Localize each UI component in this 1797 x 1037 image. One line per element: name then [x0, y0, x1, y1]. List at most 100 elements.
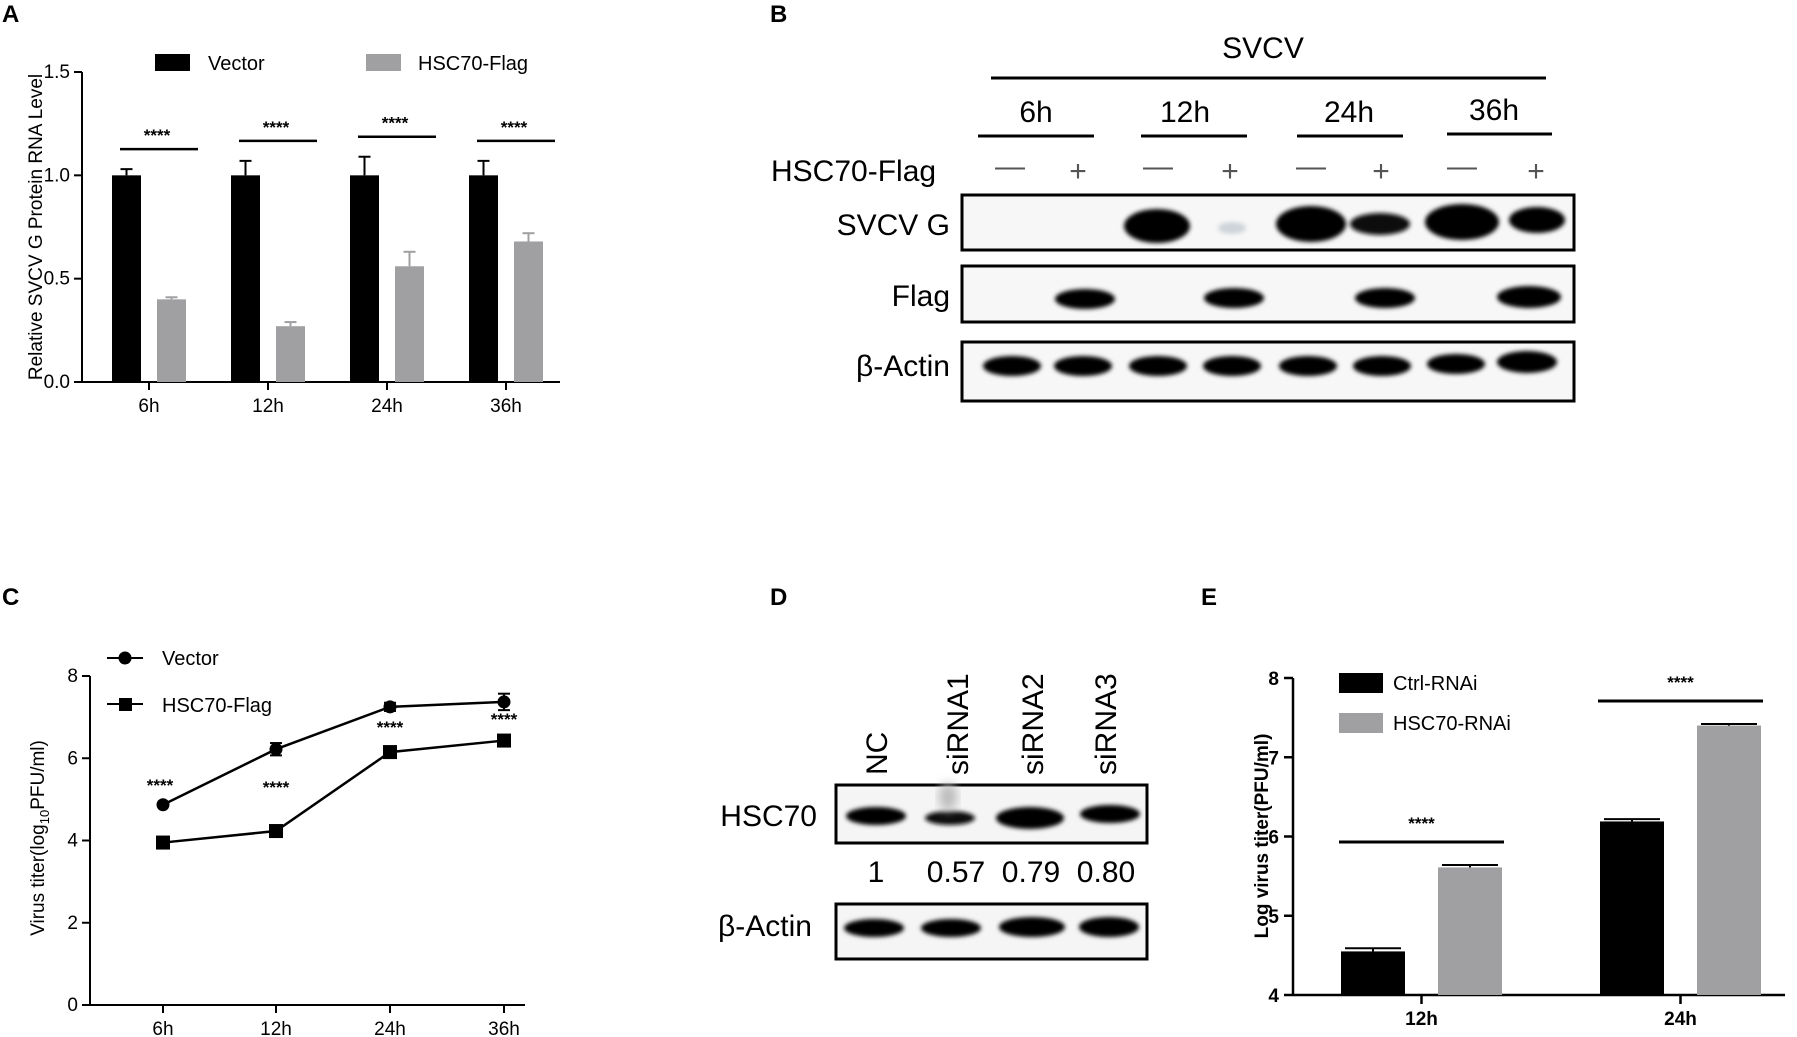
bands-hsc70 — [846, 805, 1140, 829]
ratio-sirna2: 0.79 — [1002, 856, 1060, 889]
band-hsc70-sirna1 — [925, 811, 975, 825]
band-svcv-g-24h-minus — [1276, 206, 1346, 242]
sig-label-a-3: **** — [501, 118, 528, 137]
y-tick-label-e-2: 6 — [1268, 828, 1279, 849]
panel-label-d: D — [770, 584, 787, 611]
band-actin-d-sirna2 — [999, 917, 1065, 937]
y-axis-label-c-tail: PFU/ml) — [28, 740, 49, 810]
timepoint-36h: 36h — [1469, 94, 1519, 127]
chart-c: Virus titer(log10PFU/ml) Vector HSC70-Fl… — [28, 648, 525, 1037]
y-axis-label-c: Virus titer(log10PFU/ml) — [28, 740, 52, 936]
sig-label-a-1: **** — [263, 118, 290, 137]
row-label-actin-d: β-Actin — [718, 910, 812, 943]
lane-label-nc: NC — [861, 732, 894, 775]
y-tick-label-a-0: 0.0 — [44, 372, 70, 393]
timepoint-6h: 6h — [1019, 96, 1052, 129]
minus-12h: — — [1143, 150, 1173, 183]
legend-label-vector-a: Vector — [208, 53, 265, 75]
bar-a-1-3 — [514, 241, 543, 382]
y-tick-label-e-4: 8 — [1268, 669, 1279, 690]
chart-a: Relative SVCV G Protein RNA Level Vector… — [26, 53, 560, 417]
lane-label-sirna1: siRNA1 — [942, 673, 975, 775]
band-actin-b-8 — [1497, 351, 1557, 373]
band-actin-b-1 — [983, 356, 1041, 376]
x-tick-label-a-3: 36h — [490, 396, 522, 417]
minus-24h: — — [1296, 150, 1326, 183]
legend-swatch-ctrl-e — [1339, 673, 1383, 693]
legend-label-hsc70-c: HSC70-Flag — [162, 695, 272, 717]
series-line-c-1 — [162, 739, 505, 844]
point-c-1-2 — [383, 745, 397, 760]
band-hsc70-sirna2 — [996, 807, 1064, 829]
x-tick-label-a-0: 6h — [138, 396, 159, 417]
lane-label-sirna3: siRNA3 — [1090, 673, 1123, 775]
ratio-sirna1: 0.57 — [927, 856, 985, 889]
band-actin-d-sirna1 — [921, 919, 981, 937]
row-label-hsc70: HSC70 — [720, 800, 817, 833]
bar-e-0-0 — [1341, 951, 1405, 995]
row-label-flag: Flag — [892, 280, 950, 313]
bands-actin-b — [983, 351, 1557, 376]
x-tick-label-c-3: 36h — [488, 1019, 520, 1037]
band-flag-6h-plus — [1055, 289, 1115, 309]
y-axis-label-e: Log virus titer(PFU/ml) — [1252, 734, 1273, 939]
svcv-header: SVCV — [1222, 32, 1304, 65]
plus-36h: + — [1527, 155, 1545, 188]
sig-label-a-0: **** — [144, 126, 171, 145]
band-hsc70-nc — [846, 807, 906, 825]
band-flag-36h-plus — [1497, 286, 1561, 308]
band-actin-b-3 — [1129, 356, 1187, 376]
band-actin-d-nc — [844, 919, 904, 937]
bands-flag — [1055, 286, 1561, 309]
sig-label-c-3: **** — [491, 710, 518, 729]
band-flag-12h-plus — [1204, 288, 1264, 308]
bar-e-1-1 — [1697, 725, 1761, 995]
smear-hsc70-sirna1 — [939, 783, 957, 811]
row-label-actin-b: β-Actin — [856, 350, 950, 383]
y-tick-label-c-4: 8 — [67, 666, 78, 687]
timepoint-24h: 24h — [1324, 96, 1374, 129]
sig-label-c-1: **** — [263, 778, 290, 797]
legend-swatch-hsc70-e — [1339, 713, 1383, 733]
western-blot-d: NC siRNA1 siRNA2 siRNA3 HSC70 1 0.57 0.7… — [718, 673, 1149, 961]
lane-label-sirna2: siRNA2 — [1017, 673, 1050, 775]
band-flag-24h-plus — [1355, 288, 1415, 308]
panel-label-e: E — [1201, 584, 1217, 611]
bar-a-0-1 — [231, 175, 260, 382]
y-tick-label-e-1: 5 — [1268, 907, 1279, 928]
x-tick-label-a-1: 12h — [252, 396, 284, 417]
point-c-1-1 — [269, 824, 283, 839]
band-actin-b-7 — [1427, 354, 1485, 374]
band-actin-b-2 — [1054, 356, 1112, 376]
y-tick-label-e-0: 4 — [1268, 986, 1279, 1007]
series-line-c-0 — [162, 700, 505, 806]
plus-6h: + — [1069, 155, 1087, 188]
legend-swatch-vector-a — [155, 54, 190, 71]
western-blot-b: SVCV 6h 12h 24h 36h HSC70-Flag — + — + —… — [771, 32, 1576, 403]
y-axis-label-a: Relative SVCV G Protein RNA Level — [26, 74, 47, 380]
bar-a-1-1 — [276, 326, 305, 382]
y-tick-label-c-0: 0 — [67, 995, 78, 1016]
sig-label-c-0: **** — [147, 776, 174, 795]
point-c-1-0 — [156, 835, 170, 850]
plus-24h: + — [1372, 155, 1390, 188]
band-actin-b-4 — [1203, 356, 1261, 376]
minus-6h: — — [995, 150, 1025, 183]
point-c-0-2 — [383, 700, 397, 714]
blot-strip-flag — [960, 264, 1576, 324]
legend-swatch-hsc70-a — [366, 54, 401, 71]
x-tick-label-e-0: 12h — [1405, 1009, 1438, 1030]
bar-e-1-0 — [1438, 867, 1502, 995]
plus-12h: + — [1221, 155, 1239, 188]
panel-label-a: A — [2, 1, 19, 28]
point-c-0-3 — [497, 695, 511, 709]
x-tick-label-c-0: 6h — [152, 1019, 173, 1037]
bar-a-0-2 — [350, 175, 379, 382]
y-tick-label-c-2: 4 — [67, 831, 78, 852]
band-svcv-g-36h-minus — [1425, 204, 1499, 240]
band-actin-b-5 — [1279, 356, 1337, 376]
row-label-svcv-g: SVCV G — [837, 209, 950, 242]
bar-a-0-0 — [112, 175, 141, 382]
x-tick-label-c-2: 24h — [374, 1019, 406, 1037]
